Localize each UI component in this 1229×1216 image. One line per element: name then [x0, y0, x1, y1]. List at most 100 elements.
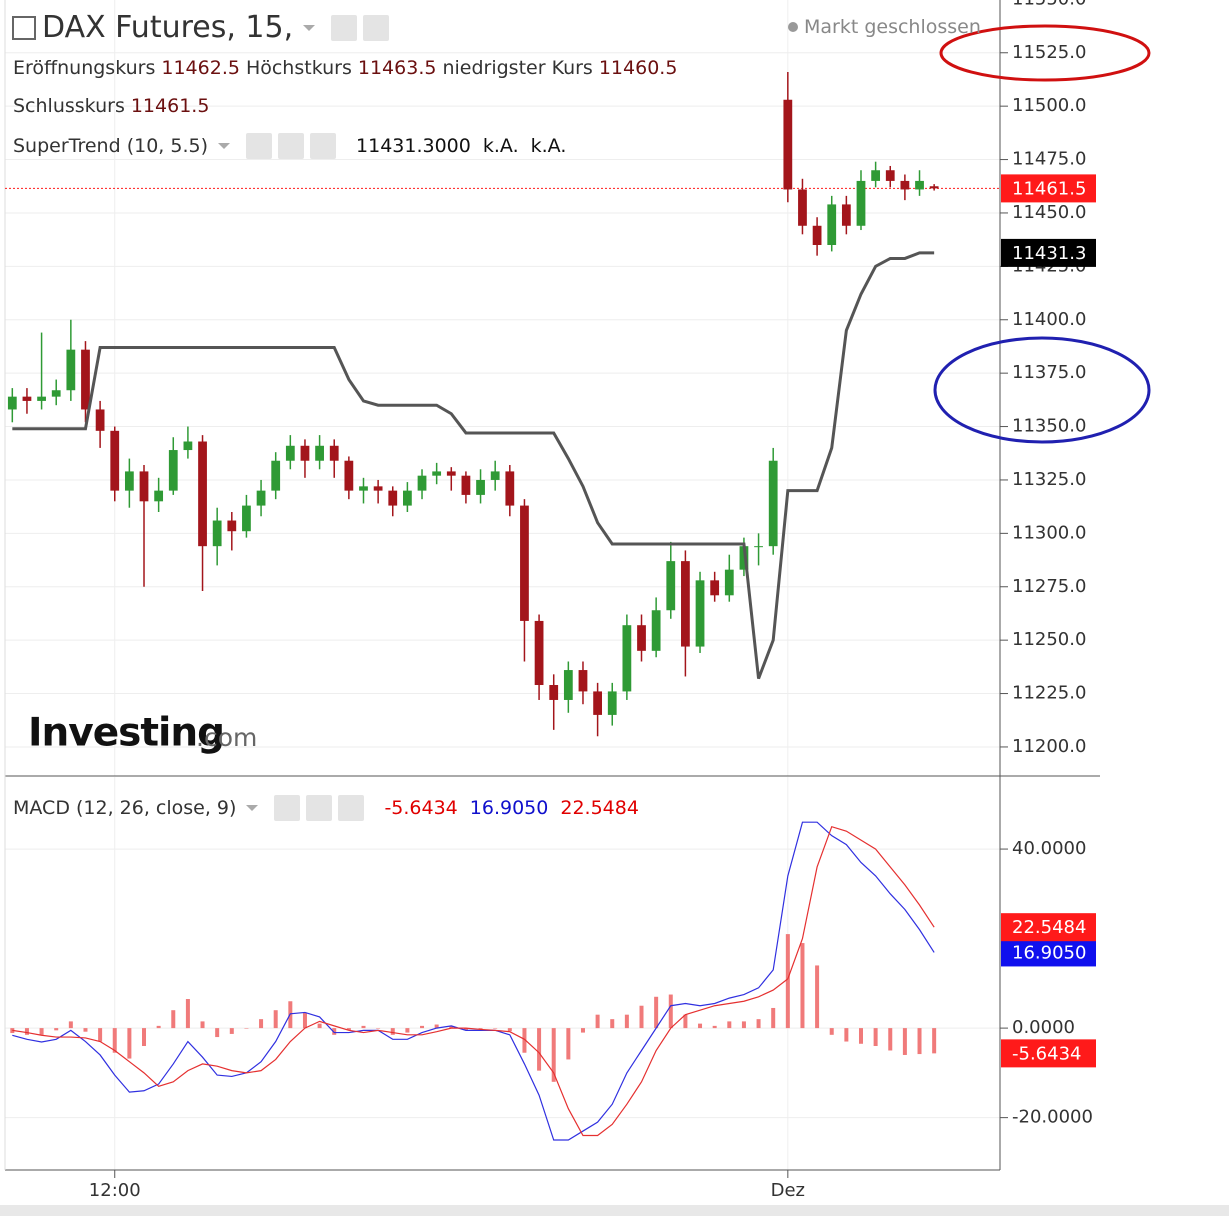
histogram-bar [580, 1028, 585, 1033]
chart-title: DAX Futures, 15, [42, 10, 294, 45]
scrollbar[interactable] [0, 1205, 1229, 1216]
y-tick-label: 11550.0 [1012, 0, 1086, 9]
candle-body [710, 580, 720, 596]
candle-body [549, 685, 559, 700]
ohlc-label: Höchstkurs [245, 57, 352, 79]
ohlc-label: Eröffnungskurs [13, 57, 156, 79]
y-tick-label: 11375.0 [1012, 362, 1086, 383]
eye-icon[interactable] [274, 795, 301, 821]
candle-body [373, 486, 383, 491]
watermark-suffix: .com [196, 723, 257, 752]
candle-body [754, 546, 763, 548]
candle-body [37, 396, 46, 401]
candle-body [637, 625, 646, 651]
histogram-bar [346, 1028, 351, 1031]
candle-body [417, 475, 427, 491]
y-tick-label: 11400.0 [1012, 309, 1086, 330]
dropdown[interactable] [218, 143, 231, 149]
candle-body [915, 180, 924, 190]
candle-body [359, 486, 368, 491]
candle-body [695, 580, 705, 647]
last-price-badge: 11461.5 [1012, 178, 1086, 199]
ohlc-value: 11461.5 [130, 95, 210, 117]
candle-body [7, 396, 17, 410]
x-tick-label: 12:00 [89, 1180, 141, 1201]
histogram-bar [376, 1028, 381, 1029]
histogram-bar [932, 1028, 937, 1054]
candle-body [681, 561, 690, 647]
histogram-bar [317, 1023, 322, 1029]
annotation-ellipse [939, 24, 1151, 82]
x-tick-label: Dez [771, 1180, 805, 1201]
candle-body [578, 670, 588, 692]
eye-icon[interactable] [331, 14, 358, 41]
ohlc-label: niedrigster Kurs [442, 57, 593, 79]
histogram-bar [698, 1023, 703, 1029]
indicator-name: SuperTrend (10, 5.5) [13, 135, 209, 157]
candle-body [139, 471, 149, 502]
histogram-bar [683, 1014, 688, 1029]
histogram-bar [68, 1021, 73, 1029]
gear-icon[interactable] [306, 795, 333, 821]
close-icon[interactable] [310, 133, 337, 159]
histogram-bar [785, 934, 790, 1029]
y-tick-label: -20.0000 [1012, 1107, 1093, 1128]
histogram-bar [741, 1021, 746, 1029]
candle-body [242, 505, 251, 532]
y-tick-label: 11300.0 [1012, 522, 1086, 543]
close-icon[interactable] [338, 795, 365, 821]
histogram-bar [24, 1028, 29, 1035]
indicator-value: k.A. [482, 135, 519, 157]
ohlc-legend: Eröffnungskurs 11462.5 Höchstkurs 11463.5 … [13, 57, 677, 79]
histogram-bar [302, 1012, 307, 1029]
histogram-bar [727, 1021, 732, 1029]
candle-body [900, 180, 910, 190]
collapse-button[interactable] [12, 15, 36, 40]
candle-body [885, 170, 895, 181]
histogram-bar [83, 1028, 88, 1032]
candle-body [929, 186, 939, 189]
value-badge: -5.6434 [1012, 1043, 1081, 1064]
value-badge-bg [1001, 938, 1096, 967]
histogram-bar [815, 965, 820, 1029]
y-tick-label: 0.0000 [1012, 1017, 1075, 1038]
histogram-bar [142, 1028, 147, 1047]
ohlc-value: 11463.5 [357, 57, 437, 79]
histogram-bar [800, 943, 805, 1029]
ohlc-value: 11462.5 [161, 57, 240, 79]
y-tick-label: 11275.0 [1012, 576, 1086, 597]
histogram-bar [478, 1028, 483, 1030]
market-status: Markt geschlossen [788, 16, 981, 38]
macd-line [12, 825, 935, 1137]
candle-body [622, 625, 632, 692]
indicator-value: 16.9050 [469, 797, 549, 819]
candle-body [563, 670, 573, 700]
y-tick-label: 40.0000 [1012, 838, 1086, 859]
eye-icon[interactable] [246, 133, 273, 159]
indicator-value: 22.5484 [560, 797, 639, 819]
candle-body [607, 691, 617, 715]
indicator-legend: SuperTrend (10, 5.5) 11431.3000 k.A. k.A… [13, 133, 566, 159]
gear-icon[interactable] [278, 133, 305, 159]
histogram-bar [200, 1021, 205, 1029]
histogram-bar [449, 1025, 454, 1029]
ohlc-value: 11460.5 [598, 57, 678, 79]
candle-body [783, 99, 793, 190]
candle-body [724, 569, 734, 596]
watermark-brand: Investing [28, 711, 224, 756]
histogram-bar [156, 1025, 161, 1029]
gear-icon[interactable] [363, 14, 390, 41]
dropdown[interactable] [303, 24, 316, 31]
candle-body [812, 225, 822, 245]
value-badge: 22.5484 [1012, 917, 1086, 938]
dropdown[interactable] [246, 805, 259, 811]
histogram-bar [566, 1028, 571, 1060]
candle-body [476, 479, 485, 495]
ohlc-legend: Schlusskurs 11461.5 [13, 95, 209, 117]
candle-body [651, 610, 661, 651]
candle-body [403, 490, 412, 506]
candle-body [95, 409, 105, 431]
candle-body [183, 441, 193, 451]
